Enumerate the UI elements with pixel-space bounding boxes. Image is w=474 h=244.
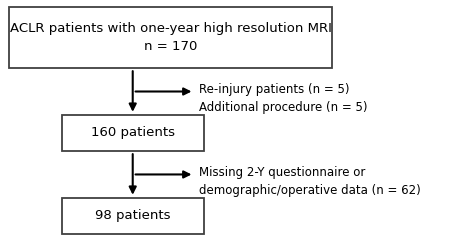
Text: 160 patients: 160 patients (91, 126, 175, 140)
FancyBboxPatch shape (62, 198, 204, 234)
Text: ACLR patients with one-year high resolution MRI
n = 170: ACLR patients with one-year high resolut… (9, 22, 332, 53)
FancyBboxPatch shape (9, 7, 332, 68)
Text: 98 patients: 98 patients (95, 209, 171, 223)
Text: Re-injury patients (n = 5)
Additional procedure (n = 5): Re-injury patients (n = 5) Additional pr… (199, 83, 367, 114)
FancyBboxPatch shape (62, 115, 204, 151)
Text: Missing 2-Y questionnaire or
demographic/operative data (n = 62): Missing 2-Y questionnaire or demographic… (199, 166, 421, 197)
